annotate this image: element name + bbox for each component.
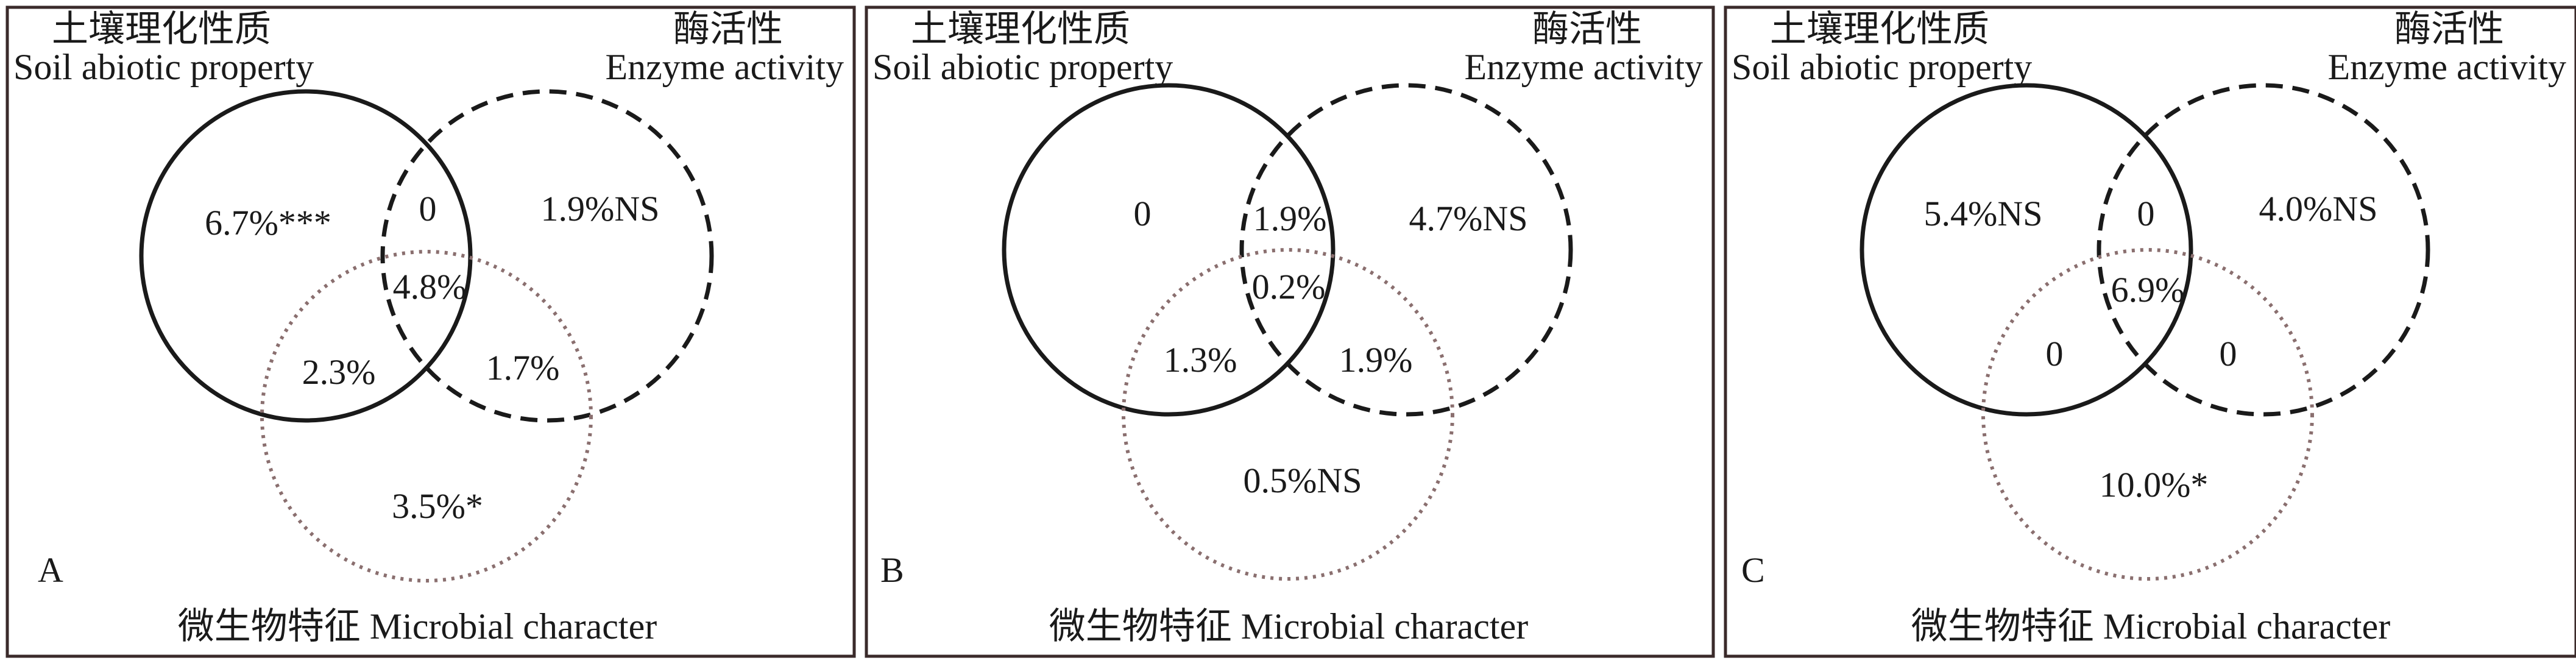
- panel-a: 土壤理化性质 Soil abiotic property 酶活性 Enzyme …: [5, 5, 856, 658]
- panel-c-soil-enzyme-value: 0: [2137, 194, 2155, 233]
- panel-c-title-soil-en: Soil abiotic property: [1732, 47, 2032, 87]
- panel-b-enzyme-microbial-value: 1.9%: [1339, 340, 1413, 380]
- panel-c-bottom-label: 微生物特征 Microbial character: [1911, 606, 2390, 647]
- panel-b-title-soil-en: Soil abiotic property: [872, 47, 1173, 87]
- panel-a-title-enzyme-en: Enzyme activity: [605, 47, 844, 87]
- panel-a-enzyme-only-value: 1.9%NS: [541, 189, 660, 228]
- panel-a-soil-enzyme-value: 0: [419, 189, 437, 228]
- panel-c: 土壤理化性质 Soil abiotic property 酶活性 Enzyme …: [1724, 5, 2576, 658]
- panel-a-bottom-label: 微生物特征 Microbial character: [178, 606, 657, 647]
- panel-b-title-enzyme-en: Enzyme activity: [1464, 47, 1703, 87]
- panel-a-microbial-only-value: 3.5%*: [392, 486, 483, 526]
- panel-a-title-soil-cn: 土壤理化性质: [52, 9, 271, 49]
- panel-c-title-soil-cn: 土壤理化性质: [1770, 9, 1989, 49]
- panel-a-microbial-circle: [260, 250, 593, 583]
- panel-c-center-value: 6.9%: [2111, 270, 2185, 310]
- panel-b-letter: B: [880, 550, 904, 590]
- panel-a-border: [5, 5, 856, 658]
- panel-b-enzyme-only-value: 4.7%NS: [1409, 199, 1528, 238]
- panel-a-center-value: 4.8%: [393, 267, 467, 306]
- panel-c-title-enzyme-en: Enzyme activity: [2327, 47, 2566, 87]
- panel-c-soil-microbial-value: 0: [2046, 334, 2064, 374]
- panel-c-soil-only-value: 5.4%NS: [1924, 194, 2043, 233]
- panel-b-border: [865, 5, 1715, 658]
- panel-b: 土壤理化性质 Soil abiotic property 酶活性 Enzyme …: [865, 5, 1715, 658]
- panel-c-enzyme-only-value: 4.0%NS: [2259, 189, 2378, 228]
- panel-a-enzyme-microbial-value: 1.7%: [486, 348, 560, 388]
- panel-b-soil-microbial-value: 1.3%: [1164, 340, 1237, 380]
- panel-b-enzyme-circle: [1239, 83, 1573, 417]
- panel-a-soil-circle: [139, 89, 473, 423]
- panel-b-title-enzyme-cn: 酶活性: [1532, 9, 1642, 49]
- panel-c-microbial-circle: [1981, 248, 2314, 581]
- panel-b-title-soil-cn: 土壤理化性质: [911, 9, 1130, 49]
- panel-b-microbial-circle: [1122, 248, 1454, 581]
- panel-b-soil-enzyme-value: 1.9%: [1253, 199, 1327, 238]
- panel-a-enzyme-circle: [380, 89, 714, 423]
- panel-c-soil-circle: [1859, 83, 2193, 417]
- panel-c-enzyme-microbial-value: 0: [2220, 334, 2237, 374]
- panel-b-soil-only-value: 0: [1134, 194, 1152, 233]
- panel-c-microbial-only-value: 10.0%*: [2100, 465, 2209, 505]
- panel-a-soil-microbial-value: 2.3%: [302, 352, 376, 392]
- panel-b-microbial-only-value: 0.5%NS: [1244, 461, 1362, 500]
- panel-a-soil-only-value: 6.7%***: [205, 203, 331, 243]
- panel-a-title-enzyme-cn: 酶活性: [673, 9, 783, 49]
- panel-c-letter: C: [1741, 550, 1765, 590]
- panel-b-bottom-label: 微生物特征 Microbial character: [1049, 606, 1528, 647]
- panel-a-letter: A: [38, 550, 63, 590]
- panel-c-enzyme-circle: [2097, 83, 2430, 417]
- panel-c-title-enzyme-cn: 酶活性: [2394, 9, 2504, 49]
- panel-b-soil-circle: [1002, 83, 1336, 417]
- panel-b-center-value: 0.2%: [1252, 267, 1326, 306]
- panel-c-border: [1724, 5, 2576, 658]
- panel-a-title-soil-en: Soil abiotic property: [13, 47, 314, 87]
